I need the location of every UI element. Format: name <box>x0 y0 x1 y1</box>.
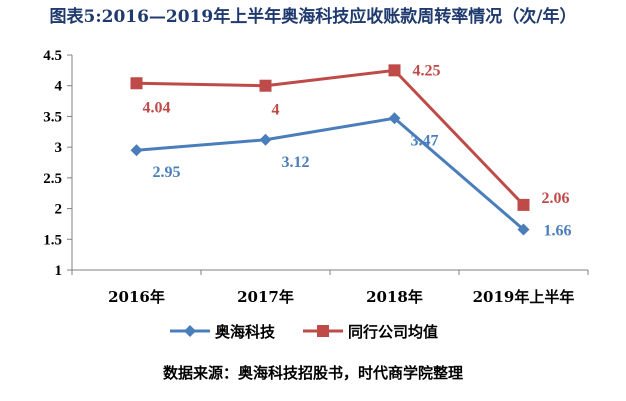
data-point-diamond <box>130 144 143 157</box>
y-tick-label: 3.5 <box>43 109 62 125</box>
data-label: 4.04 <box>143 99 171 116</box>
data-label: 4 <box>272 102 280 119</box>
y-ticks: 1 1.5 2 2.5 3 3.5 4 4.5 <box>43 48 72 279</box>
data-label: 3.47 <box>411 132 439 149</box>
y-tick-label: 1.5 <box>43 232 62 248</box>
x-ticks: 2016年 2017年 2018年 2019年上半年 <box>71 270 589 306</box>
data-point-diamond <box>517 223 530 236</box>
data-point-square <box>388 64 401 77</box>
y-tick-label: 4.5 <box>43 48 62 64</box>
series-line-2 <box>136 68 525 206</box>
data-point-square <box>130 77 143 90</box>
data-label: 4.25 <box>413 62 441 79</box>
legend: 奥海科技 同行公司均值 <box>170 323 438 341</box>
data-label: 2.06 <box>542 190 570 207</box>
data-point-square <box>517 198 530 211</box>
data-label: 1.66 <box>544 222 572 239</box>
y-tick-label: 2.5 <box>43 171 62 187</box>
series-line-1 <box>136 116 525 231</box>
legend-item-series-2: 同行公司均值 <box>303 323 438 341</box>
x-tick-label: 2016年 <box>108 288 165 306</box>
source-note: 数据来源：奥海科技招股书，时代商学院整理 <box>163 364 463 382</box>
series-layer: 2.95 3.12 3.47 1.66 4.04 4 4.25 2.06 <box>130 62 572 239</box>
legend-label-series-2: 同行公司均值 <box>348 323 438 341</box>
y-tick-label: 2 <box>55 202 63 218</box>
data-label: 3.12 <box>282 154 310 171</box>
data-label: 2.95 <box>153 164 181 181</box>
legend-marker-diamond <box>184 325 196 337</box>
y-tick-label: 4 <box>55 79 63 95</box>
legend-marker-square <box>317 325 329 337</box>
x-tick-label: 2018年 <box>366 288 423 306</box>
chart-title: 图表5:2016—2019年上半年奥海科技应收账款周转率情况（次/年） <box>50 6 577 27</box>
data-point-square <box>259 79 272 92</box>
data-point-diamond <box>388 112 401 125</box>
x-tick-label: 2019年上半年 <box>473 288 575 306</box>
legend-item-series-1: 奥海科技 <box>170 323 276 341</box>
plot-area: 1 1.5 2 2.5 3 3.5 4 4.5 2016年 2017年 2018年 2019年上半年… <box>43 48 589 306</box>
legend-label-series-1: 奥海科技 <box>215 323 276 341</box>
y-tick-label: 3 <box>55 140 63 156</box>
data-point-diamond <box>259 133 272 146</box>
x-tick-label: 2017年 <box>237 288 294 306</box>
y-tick-label: 1 <box>55 263 63 279</box>
